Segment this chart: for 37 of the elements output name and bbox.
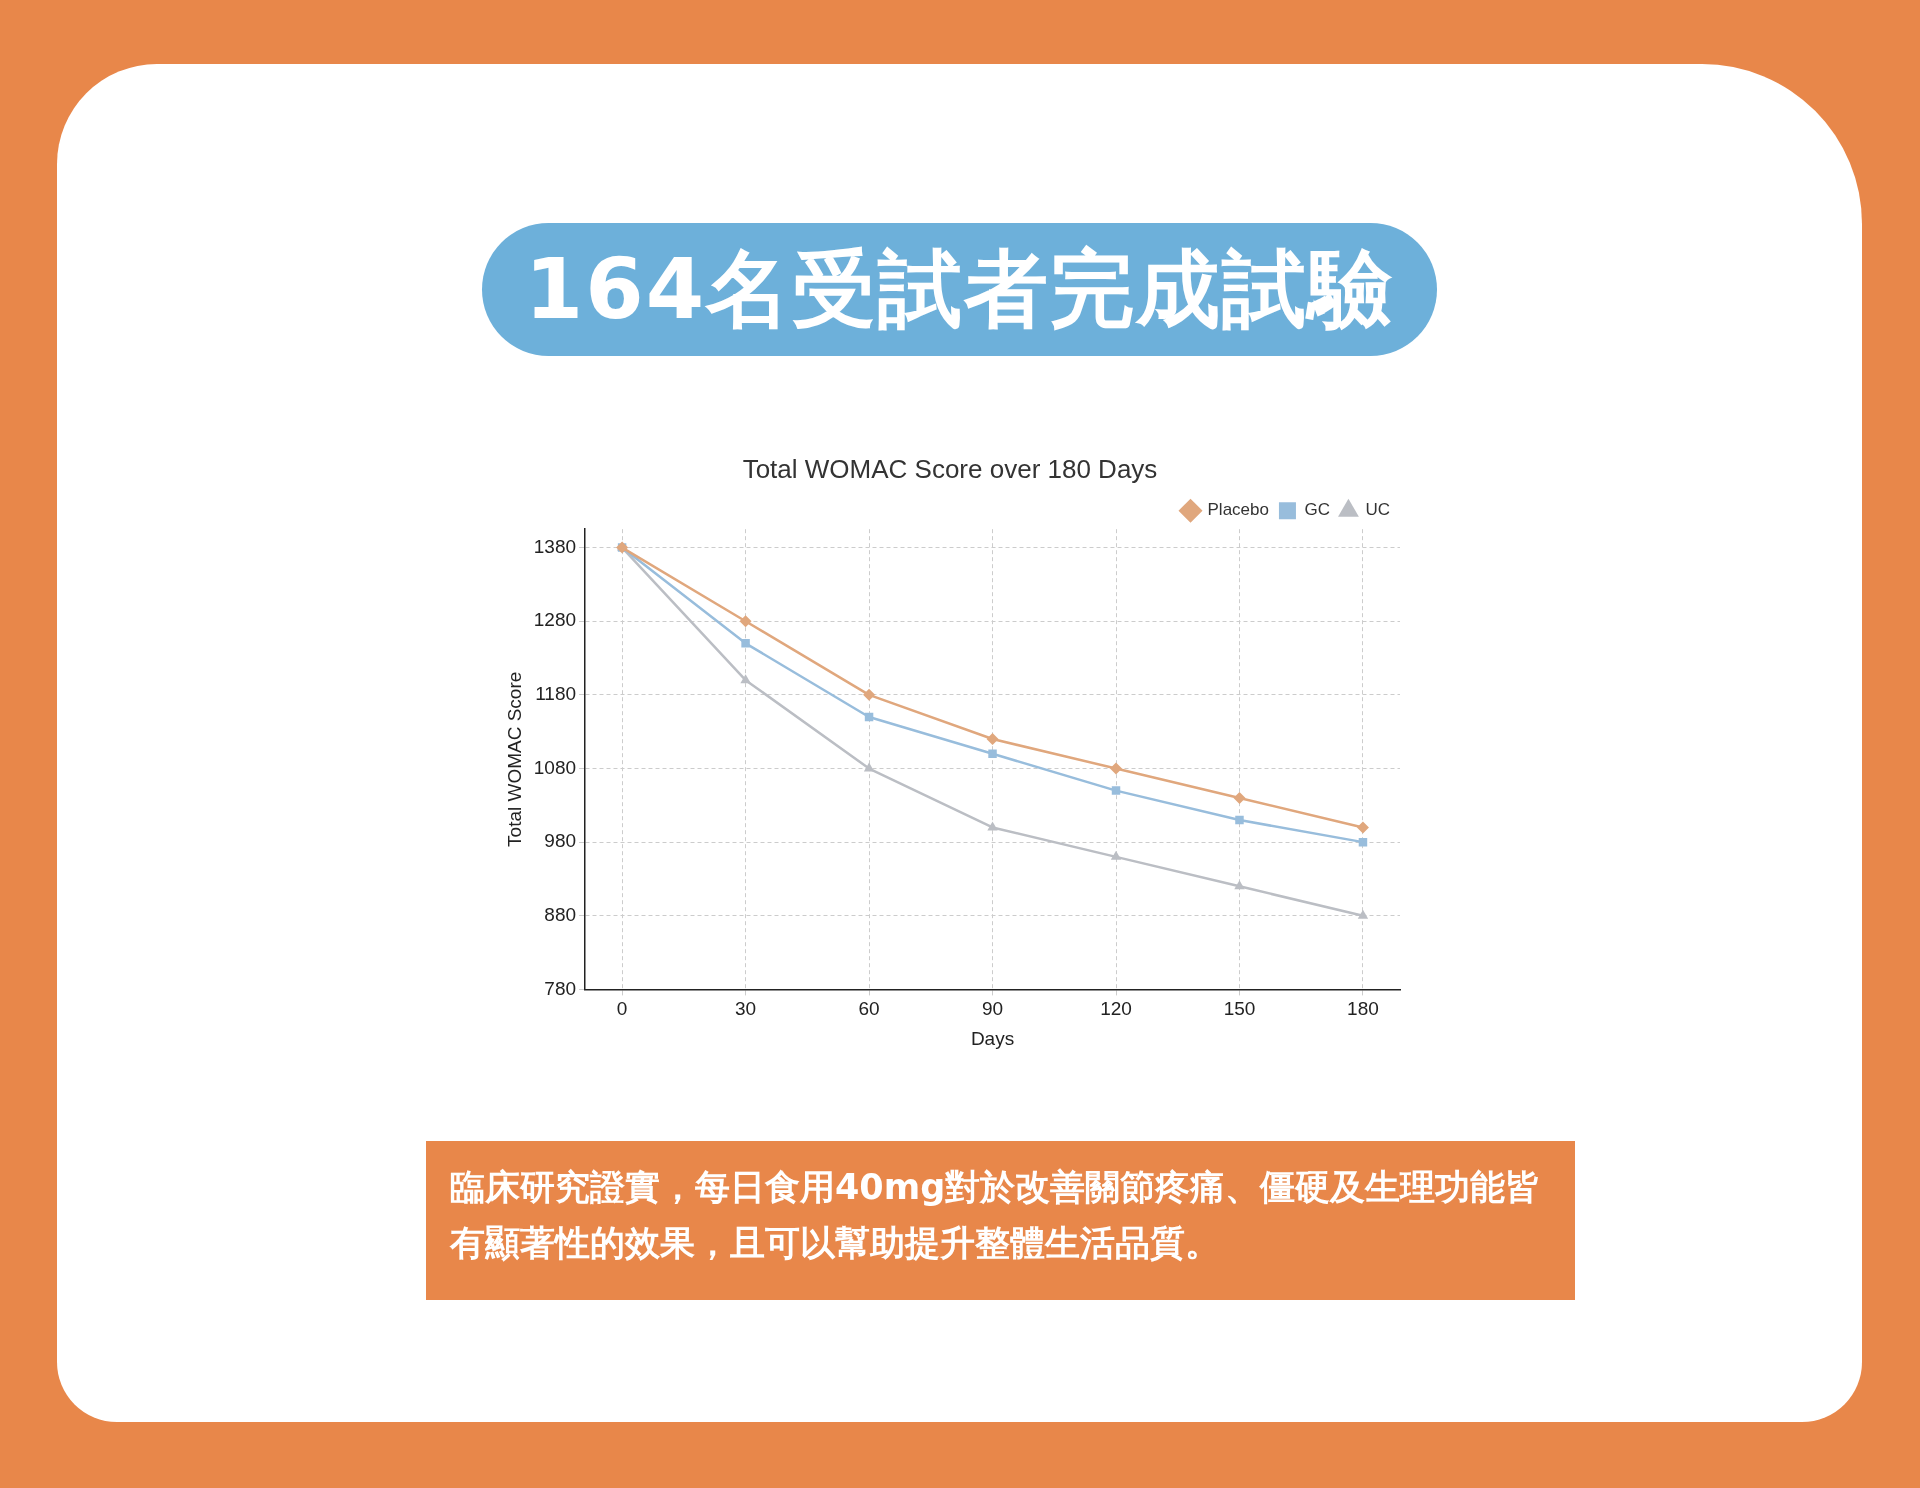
point <box>1110 762 1123 775</box>
legend-label: GC <box>1304 500 1330 520</box>
x-tick-label: 60 <box>858 998 880 1020</box>
point <box>741 639 750 648</box>
x-axis-title: Days <box>970 1027 1015 1049</box>
legend-label: UC <box>1365 500 1391 520</box>
point <box>1111 786 1121 795</box>
point <box>1110 850 1122 860</box>
text: 164名受試者完成試驗 <box>482 223 1437 356</box>
point <box>988 749 997 759</box>
point <box>863 688 876 701</box>
x-tick-label: 30 <box>735 998 757 1020</box>
x-tick-label: 120 <box>1100 998 1132 1020</box>
x-tick-label: 180 <box>1347 998 1379 1020</box>
x-tick-label: 90 <box>981 998 1004 1020</box>
point <box>986 733 999 746</box>
point <box>1235 815 1244 825</box>
point <box>1233 791 1246 804</box>
y-axis-title: Total WOMAC Score <box>503 671 525 847</box>
point <box>1356 821 1369 834</box>
legend-label: Placebo <box>1207 500 1269 520</box>
chart-title: Total WOMAC Score over 180 Days <box>742 453 1158 484</box>
point <box>739 615 752 628</box>
y-tick-label: 1180 <box>535 683 577 705</box>
x-tick-label: 0 <box>616 998 628 1020</box>
x-tick-label: 150 <box>1223 998 1256 1020</box>
point <box>987 821 998 831</box>
y-tick-label: 880 <box>544 904 577 925</box>
text: 臨床研究證實，每日食用40mg對於改善關節疼痛、僵硬及生理功能皆有顯著性的效果，且可以幫助提升整體生活品質。 <box>426 1141 1575 1300</box>
y-tick-label: 1280 <box>533 609 577 631</box>
y-tick-label: 1380 <box>533 535 577 557</box>
y-tick-label: 1080 <box>533 756 577 778</box>
y-tick-label: 780 <box>544 977 577 999</box>
point <box>1357 909 1369 919</box>
point <box>740 674 751 684</box>
y-tick-label: 980 <box>544 830 577 852</box>
point <box>1234 880 1245 890</box>
